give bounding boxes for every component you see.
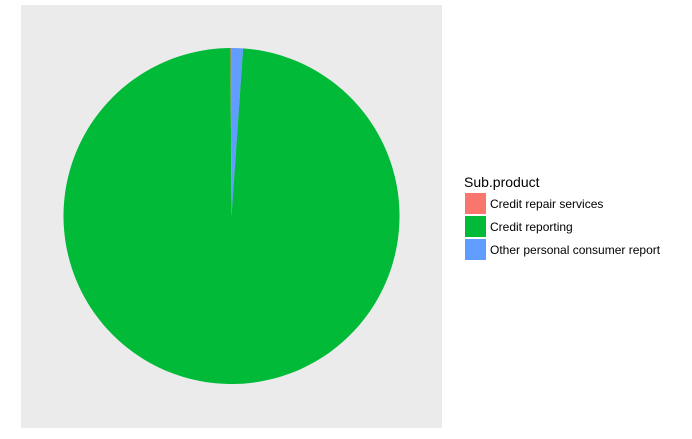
pie-slice-credit-reporting bbox=[63, 48, 400, 385]
legend-title: Sub.product bbox=[464, 174, 540, 190]
legend-key-credit-reporting bbox=[465, 216, 486, 237]
legend-label-credit-repair-services: Credit repair services bbox=[490, 197, 603, 211]
pie-slices bbox=[63, 48, 400, 385]
legend-items: Credit repair services Credit reporting Ot… bbox=[465, 193, 661, 260]
pie-slice-credit-repair-services bbox=[230, 48, 232, 216]
legend: Sub.product Credit repair servicesCredit… bbox=[464, 174, 661, 260]
legend-label-credit-reporting: Credit reporting bbox=[490, 220, 573, 234]
pie-slice-other-personal-consumer-report bbox=[231, 48, 244, 216]
legend-key-credit-repair-services bbox=[465, 193, 486, 214]
legend-key-other-personal-consumer-report bbox=[465, 239, 486, 260]
legend-label-other-personal-consumer-report: Other personal consumer report bbox=[490, 243, 661, 257]
